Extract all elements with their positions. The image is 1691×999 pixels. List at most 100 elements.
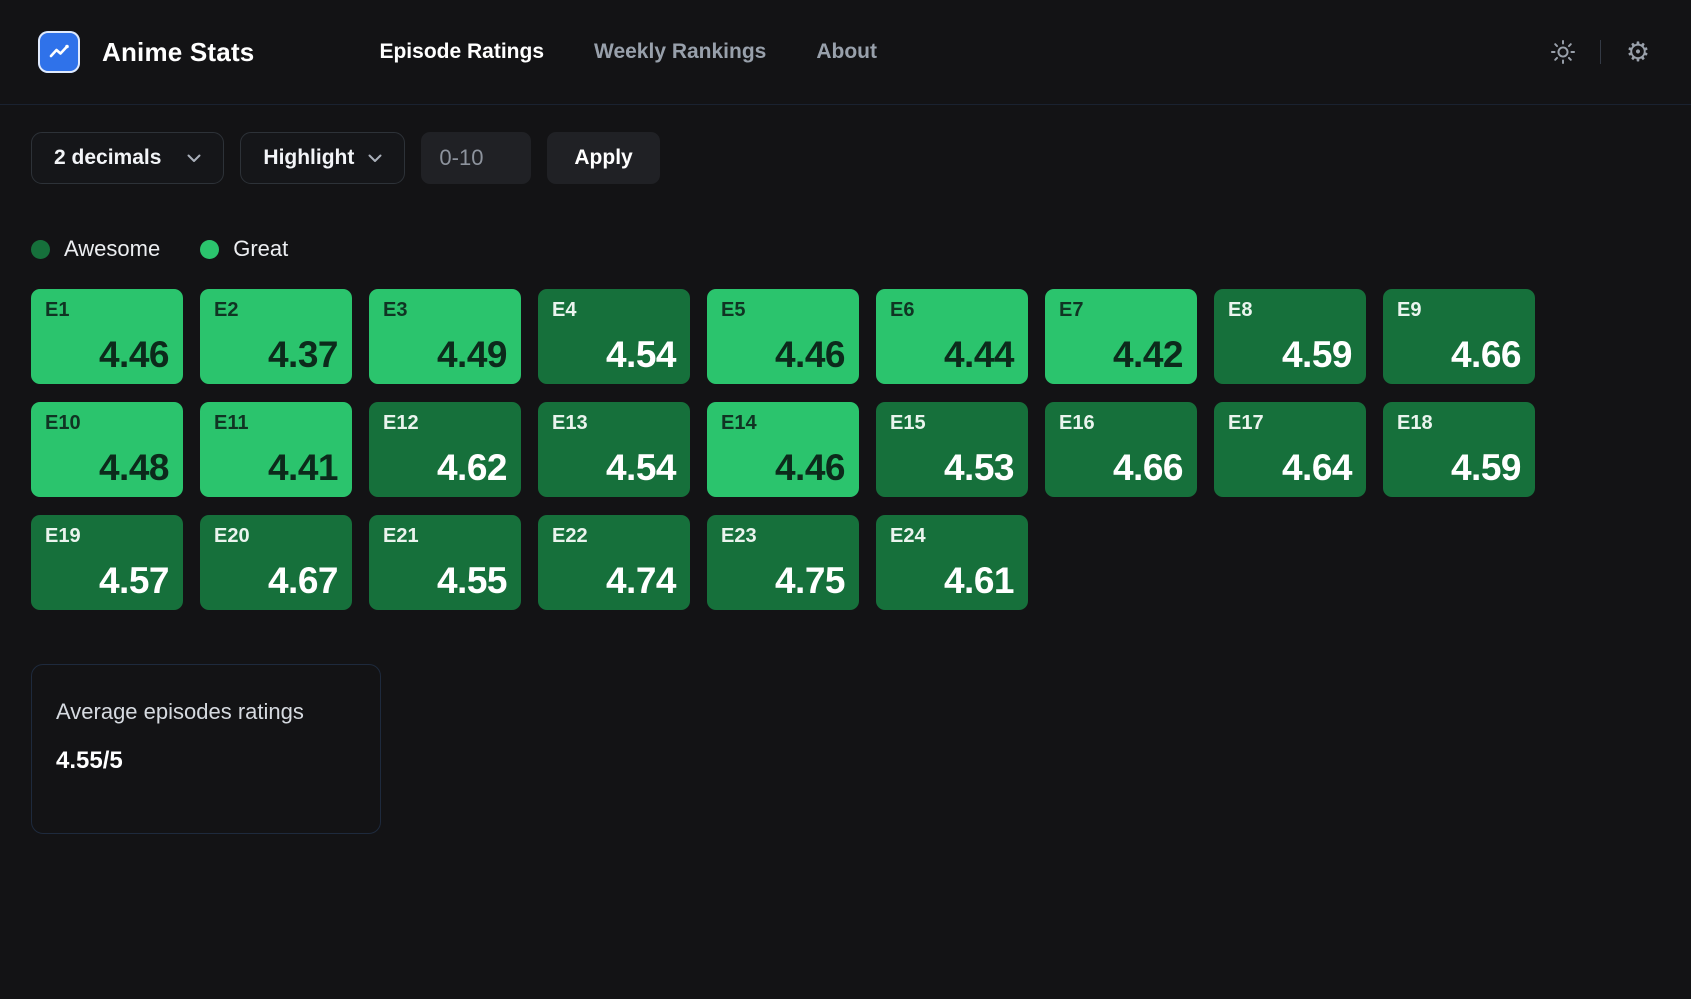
episode-label: E18 — [1397, 412, 1433, 434]
episode-label: E16 — [1059, 412, 1095, 434]
episode-rating: 4.54 — [605, 334, 677, 375]
episode-rating: 4.67 — [267, 560, 339, 601]
episode-card: E10 4.48 — [31, 402, 183, 497]
episode-rating: 4.62 — [436, 447, 508, 488]
episode-card: E4 4.54 — [538, 289, 690, 384]
episode-label: E17 — [1228, 412, 1264, 434]
nav-item-about[interactable]: About — [816, 40, 878, 63]
legend-dot-icon — [31, 239, 50, 259]
theme-toggle-button[interactable] — [1546, 35, 1580, 69]
nav-item-weekly-rankings[interactable]: Weekly Rankings — [594, 40, 767, 63]
episode-card: E23 4.75 — [707, 515, 859, 610]
app-title: Anime Stats — [102, 36, 255, 67]
legend-label: Awesome — [64, 236, 161, 261]
episode-card: E8 4.59 — [1214, 289, 1366, 384]
episode-card: E1 4.46 — [31, 289, 183, 384]
episode-card: E22 4.74 — [538, 515, 690, 610]
chevron-down-icon — [368, 154, 382, 163]
episode-label: E5 — [721, 299, 746, 321]
episode-card: E13 4.54 — [538, 402, 690, 497]
episode-rating: 4.46 — [774, 447, 846, 488]
legend-item: Great — [200, 236, 288, 262]
episode-card: E7 4.42 — [1045, 289, 1197, 384]
settings-button[interactable]: ⚙ — [1621, 35, 1655, 69]
episode-card: E2 4.37 — [200, 289, 352, 384]
range-input[interactable] — [421, 132, 532, 184]
episode-rating: 4.75 — [774, 560, 846, 601]
episode-label: E8 — [1228, 299, 1253, 321]
chart-line-icon — [47, 40, 71, 64]
episode-label: E22 — [552, 525, 588, 547]
episode-label: E24 — [890, 525, 926, 547]
episode-card: E18 4.59 — [1383, 402, 1535, 497]
episode-card: E15 4.53 — [876, 402, 1028, 497]
sun-icon — [1550, 39, 1576, 65]
episode-rating: 4.57 — [98, 560, 170, 601]
legend-dot-icon — [200, 239, 220, 259]
episode-card: E5 4.46 — [707, 289, 859, 384]
legend: Awesome Great — [31, 236, 1691, 262]
episode-rating: 4.49 — [436, 334, 508, 375]
episode-label: E3 — [383, 299, 408, 321]
episode-label: E12 — [383, 412, 419, 434]
episode-card: E11 4.41 — [200, 402, 352, 497]
average-rating-title: Average episodes ratings — [56, 699, 304, 724]
highlight-select[interactable]: Highlight — [240, 132, 406, 184]
highlight-select-value: Highlight — [263, 146, 355, 169]
episode-grid: E1 4.46 E2 4.37 E3 4.49 E4 4.54 E5 4.46 E6 4.44 E7 4.… — [31, 289, 1660, 610]
episode-card: E20 4.67 — [200, 515, 352, 610]
episode-card: E3 4.49 — [369, 289, 521, 384]
episode-rating: 4.64 — [1281, 447, 1353, 488]
episode-label: E23 — [721, 525, 757, 547]
episode-rating: 4.66 — [1112, 447, 1184, 488]
header: Anime Stats Episode Ratings Weekly Ranki… — [0, 0, 1691, 105]
episode-label: E19 — [45, 525, 81, 547]
legend-label: Great — [233, 236, 289, 261]
episode-card: E12 4.62 — [369, 402, 521, 497]
episode-card: E16 4.66 — [1045, 402, 1197, 497]
episode-rating: 4.54 — [605, 447, 677, 488]
episode-rating: 4.48 — [98, 447, 170, 488]
decimals-select-value: 2 decimals — [54, 146, 162, 169]
episode-label: E4 — [552, 299, 577, 321]
toolbar: 2 decimals Highlight Apply — [31, 132, 1691, 184]
episode-rating: 4.74 — [605, 560, 677, 601]
main-nav: Episode Ratings Weekly Rankings About — [379, 40, 877, 64]
episode-rating: 4.55 — [436, 560, 508, 601]
episode-card: E19 4.57 — [31, 515, 183, 610]
episode-card: E9 4.66 — [1383, 289, 1535, 384]
decimals-select[interactable]: 2 decimals — [31, 132, 225, 184]
episode-label: E11 — [214, 412, 249, 434]
episode-rating: 4.37 — [267, 334, 339, 375]
episode-rating: 4.46 — [774, 334, 846, 375]
episode-label: E14 — [721, 412, 757, 434]
episode-label: E7 — [1059, 299, 1084, 321]
episode-label: E13 — [552, 412, 588, 434]
episode-card: E24 4.61 — [876, 515, 1028, 610]
episode-rating: 4.44 — [943, 334, 1015, 375]
legend-item: Awesome — [31, 236, 160, 262]
episode-rating: 4.42 — [1112, 334, 1184, 375]
episode-rating: 4.61 — [943, 560, 1015, 601]
nav-item-episode-ratings[interactable]: Episode Ratings — [379, 40, 544, 63]
header-actions: ⚙ — [1546, 35, 1655, 69]
episode-label: E15 — [890, 412, 926, 434]
episode-rating: 4.59 — [1281, 334, 1353, 375]
apply-button[interactable]: Apply — [547, 132, 660, 184]
episode-card: E14 4.46 — [707, 402, 859, 497]
episode-rating: 4.53 — [943, 447, 1015, 488]
episode-label: E2 — [214, 299, 239, 321]
episode-rating: 4.59 — [1450, 447, 1522, 488]
gear-icon: ⚙ — [1625, 36, 1651, 67]
episode-label: E1 — [45, 299, 70, 321]
episode-card: E17 4.64 — [1214, 402, 1366, 497]
app-logo[interactable] — [38, 31, 80, 73]
episode-rating: 4.41 — [267, 447, 339, 488]
episode-label: E9 — [1397, 299, 1422, 321]
episode-rating: 4.46 — [98, 334, 170, 375]
episode-card: E21 4.55 — [369, 515, 521, 610]
chevron-down-icon — [187, 154, 201, 163]
episode-label: E10 — [45, 412, 81, 434]
header-divider — [1600, 40, 1601, 64]
episode-label: E20 — [214, 525, 250, 547]
